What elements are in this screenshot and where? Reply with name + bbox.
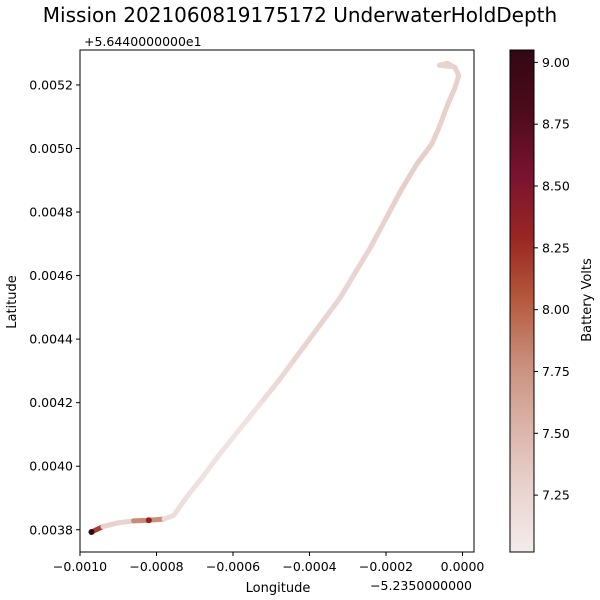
track-segment [437,62,454,70]
track-segment [230,416,251,441]
x-tick-label: −0.0010 [53,559,107,574]
y-tick-label: 0.0048 [29,205,73,220]
track-segment [245,396,267,422]
colorbar-tick-label: 9.00 [542,55,570,70]
colorbar-tick-label: 7.25 [542,488,570,503]
colorbar-tick-label: 8.50 [542,179,570,194]
track-segment [261,377,282,402]
track-layer [88,60,462,535]
track-segment [171,493,190,518]
x-axis-offset-text: −5.2350000000 [370,578,472,593]
track-segment [352,244,374,275]
track-point-high-voltage [145,517,152,524]
track-segment [337,269,358,301]
y-tick-label: 0.0038 [29,522,73,537]
y-tick-label: 0.0040 [29,459,73,474]
track-segment [398,161,420,193]
track-segment [444,85,458,109]
colorbar: 7.25 7.50 7.75 8.00 8.25 8.50 8.75 9.00 [509,49,570,553]
y-tick-label: 0.0044 [29,332,73,347]
colorbar-tick-label: 7.50 [542,426,570,441]
x-tick-label: −0.0006 [206,559,260,574]
y-tick-label: 0.0052 [29,77,73,92]
axes-frame [79,49,475,553]
x-axis-ticks: −0.0010 −0.0008 −0.0006 −0.0004 −0.0002 0.000… [53,552,485,574]
colorbar-tick-label: 7.75 [542,364,570,379]
y-tick-label: 0.0042 [29,395,73,410]
track-segment [429,123,443,147]
colorbar-tick-label: 8.75 [542,117,570,132]
x-tick-label: −0.0004 [282,559,336,574]
track-segment [184,474,205,499]
track-segment [383,187,404,221]
x-axis-label: Longitude [246,581,311,596]
y-axis-label: Latitude [5,275,20,329]
colorbar-tick-label: 8.00 [542,302,570,317]
plot-area: −0.0010 −0.0008 −0.0006 −0.0004 −0.0002 0.000… [29,49,485,574]
track-segment [199,454,221,480]
colorbar-label: Battery Volts [580,258,595,342]
track-segment [291,336,313,363]
colorbar-gradient [509,49,535,553]
chart-title: Mission 2021060819175172 UnderwaterHoldD… [43,3,557,27]
y-axis-offset-text: +5.6440000000e1 [84,34,202,49]
track-segment [115,518,137,526]
colorbar-tick-label: 8.25 [542,240,570,255]
track-segment [368,215,389,250]
track-segment [307,315,328,342]
y-tick-label: 0.0046 [29,268,73,283]
y-tick-label: 0.0050 [29,141,73,156]
colorbar-ticks: 7.25 7.50 7.75 8.00 8.25 8.50 8.75 9.00 [534,55,570,503]
track-segment [215,435,236,460]
x-tick-label: −0.0008 [129,559,183,574]
track-segment [437,103,450,129]
track-segment [322,295,343,321]
track-point-high-voltage [88,528,95,535]
track-segment [276,357,297,383]
x-tick-label: 0.0000 [441,559,485,574]
y-axis-ticks: 0.0038 0.0040 0.0042 0.0044 0.0046 0.0048 0.00… [29,77,80,537]
track-segment [100,520,121,530]
track-segment [414,141,435,167]
x-tick-label: −0.0002 [359,559,413,574]
